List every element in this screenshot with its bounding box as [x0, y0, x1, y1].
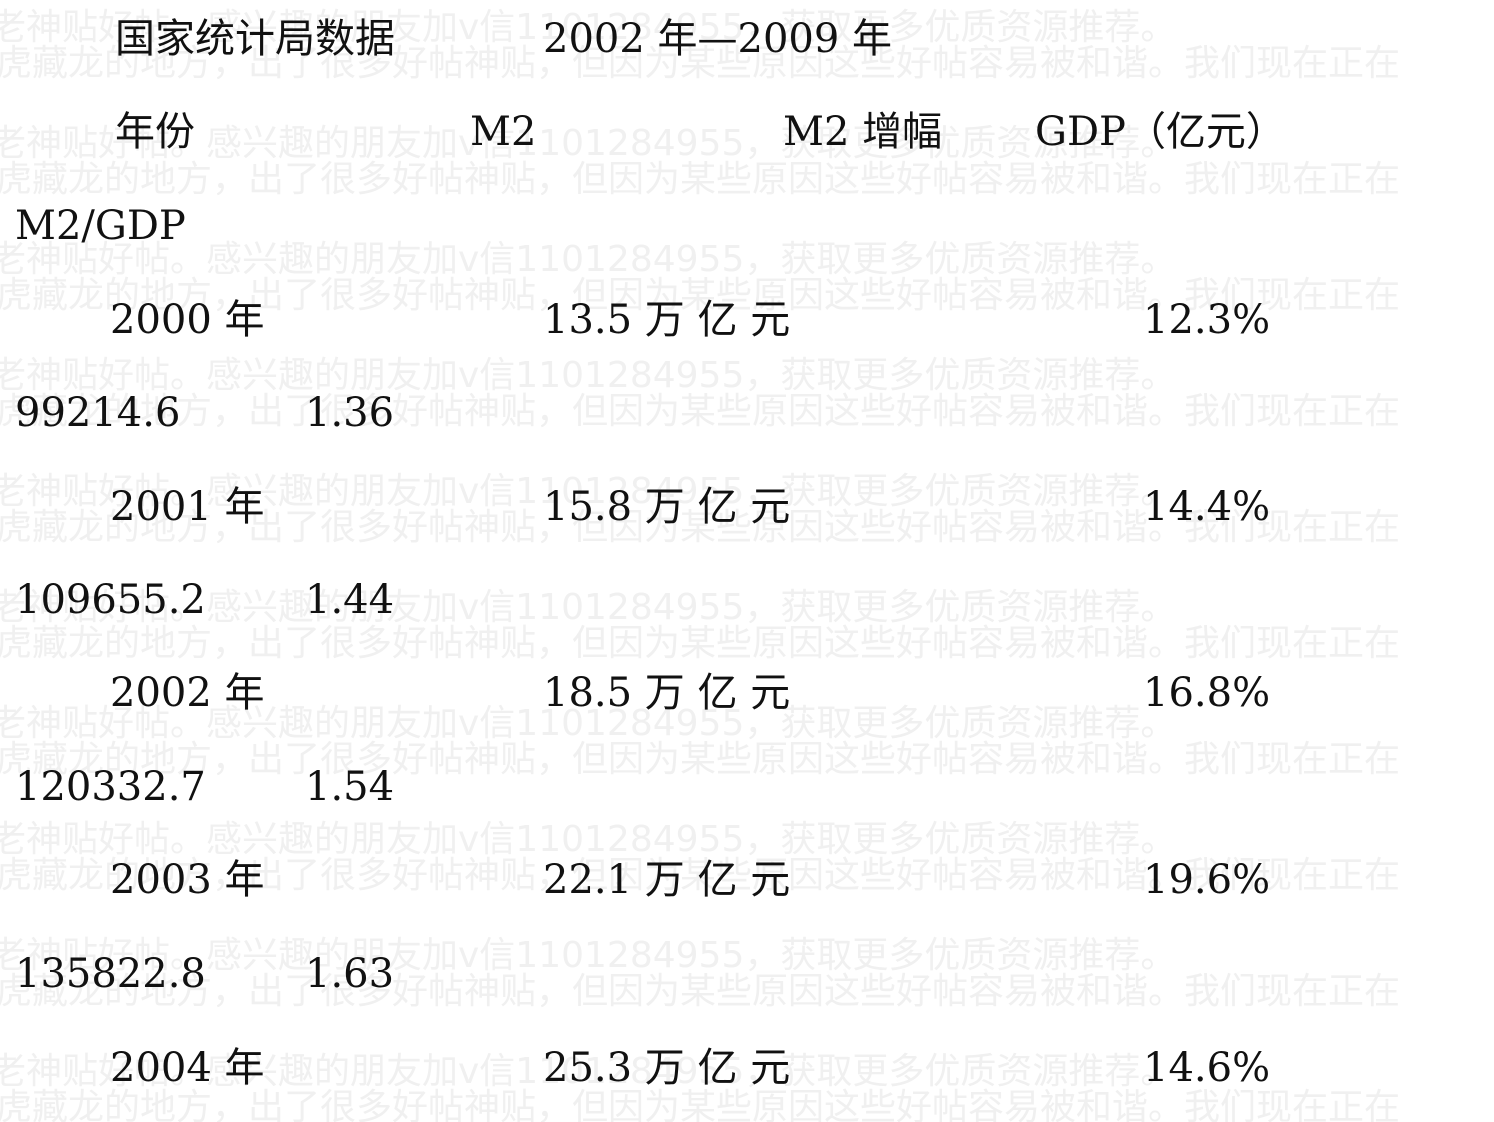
- row-gdp: 99214.6: [15, 390, 181, 436]
- row-growth: 12.3%: [1143, 297, 1271, 343]
- row-gdp: 120332.7: [15, 764, 206, 810]
- row-m2: 13.5 万 亿 元: [543, 297, 791, 343]
- row-ratio: 1.36: [305, 390, 395, 436]
- row-year: 2000 年: [110, 297, 265, 343]
- row-growth: 16.8%: [1143, 670, 1271, 716]
- row-growth: 19.6%: [1143, 857, 1271, 903]
- row-growth: 14.4%: [1143, 484, 1271, 530]
- column-header-m2-growth: M2 增幅: [783, 109, 943, 155]
- row-gdp: 135822.8: [15, 951, 206, 997]
- row-year: 2002 年: [110, 670, 265, 716]
- column-header-m2: M2: [470, 109, 537, 155]
- row-m2: 15.8 万 亿 元: [543, 484, 791, 530]
- source-title: 国家统计局数据: [115, 16, 395, 62]
- row-year: 2003 年: [110, 857, 265, 903]
- row-year: 2001 年: [110, 484, 265, 530]
- row-gdp: 109655.2: [15, 577, 206, 623]
- row-ratio: 1.54: [305, 764, 395, 810]
- row-ratio: 1.44: [305, 577, 395, 623]
- row-m2: 22.1 万 亿 元: [543, 857, 791, 903]
- row-year: 2004 年: [110, 1045, 265, 1091]
- date-range: 2002 年—2009 年: [543, 16, 893, 62]
- row-m2: 25.3 万 亿 元: [543, 1045, 791, 1091]
- column-header-ratio: M2/GDP: [15, 203, 186, 249]
- row-ratio: 1.63: [305, 951, 395, 997]
- row-growth: 14.6%: [1143, 1045, 1271, 1091]
- column-header-gdp: GDP（亿元）: [1035, 109, 1286, 155]
- column-header-year: 年份: [115, 109, 195, 155]
- row-m2: 18.5 万 亿 元: [543, 670, 791, 716]
